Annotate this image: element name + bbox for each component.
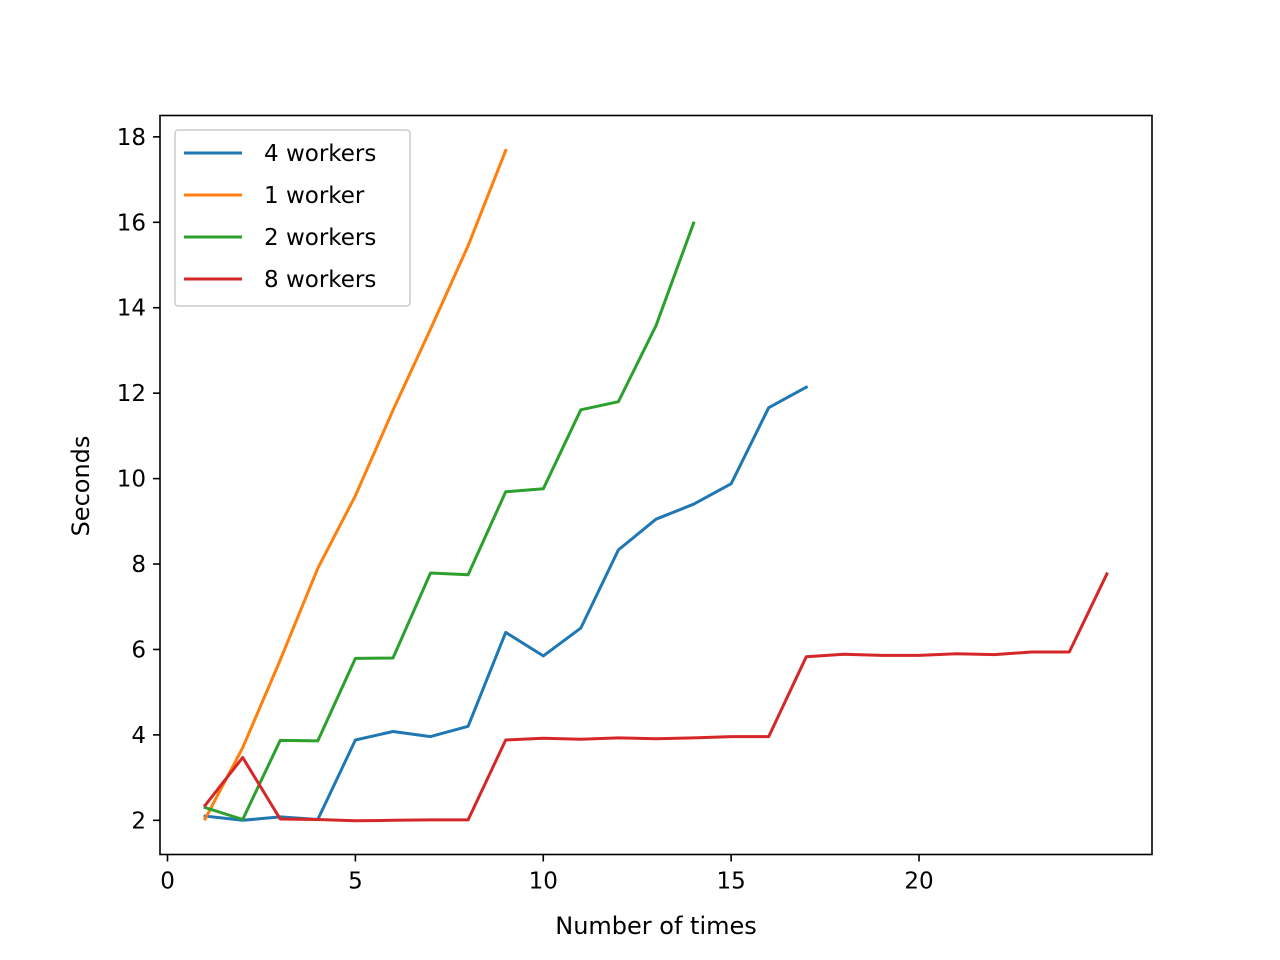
y-tick-label: 16 [117, 210, 146, 236]
x-axis-label: Number of times [555, 912, 757, 940]
x-tick-label: 10 [529, 869, 558, 895]
x-tick-label: 15 [717, 869, 746, 895]
legend-label: 8 workers [264, 267, 376, 293]
series-line-4 [202, 571, 1109, 823]
y-tick-label: 8 [131, 552, 146, 578]
y-axis-ticks: 2 4 6 8 10 12 14 16 18 [117, 125, 160, 834]
legend-label: 1 worker [264, 183, 365, 209]
y-axis-label: Seconds [67, 436, 95, 537]
y-tick-label: 12 [117, 381, 146, 407]
series-line-3 [203, 221, 696, 821]
legend-label: 2 workers [264, 225, 376, 251]
plot-area [202, 148, 1109, 823]
y-tick-label: 10 [117, 467, 146, 493]
y-tick-label: 4 [131, 723, 146, 749]
series-line-2 [203, 148, 508, 822]
legend-box [174, 129, 411, 307]
series-line-1 [203, 385, 809, 822]
legend-label: 4 workers [264, 141, 376, 167]
x-axis-ticks: 0 5 10 15 20 [160, 854, 934, 895]
axes-frame [159, 114, 1153, 856]
x-tick-label: 5 [348, 869, 363, 895]
y-tick-label: 6 [131, 637, 146, 663]
x-tick-label: 20 [904, 869, 933, 895]
x-tick-label: 0 [160, 869, 175, 895]
y-tick-label: 14 [117, 296, 146, 322]
y-tick-label: 18 [117, 125, 146, 151]
legend: 4 workers 1 worker 2 workers 8 workers [174, 129, 411, 307]
y-tick-label: 2 [131, 808, 146, 834]
